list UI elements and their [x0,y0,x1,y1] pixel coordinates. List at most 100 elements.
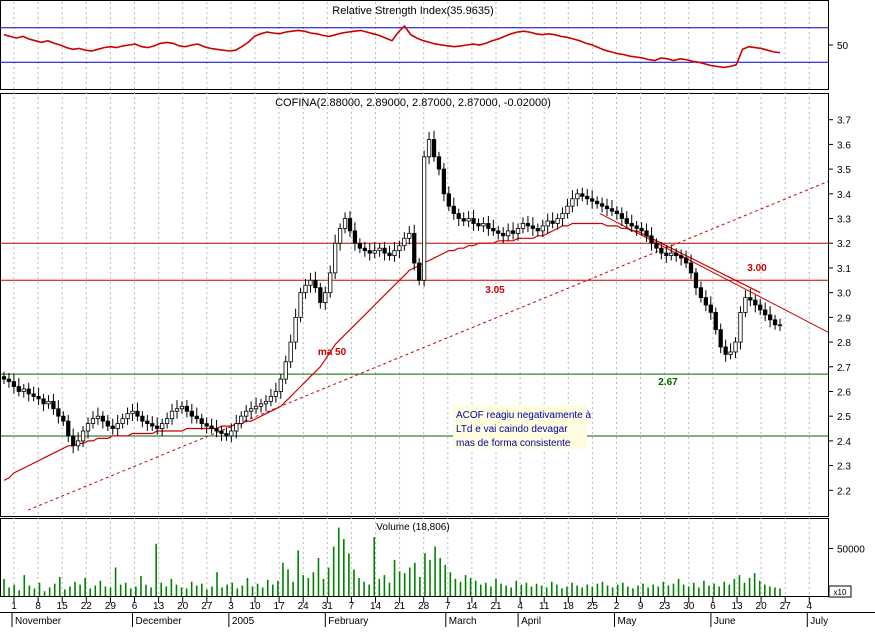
price-y-label: 2.3 [837,462,851,473]
volume-scale-note: x10 [834,588,847,597]
candle-body [184,405,190,412]
candle-body [758,304,763,311]
x-tick-label: 22 [81,601,93,612]
candle-body [56,408,61,417]
x-tick-label: 8 [35,601,41,612]
candle-body [1,376,7,380]
candle-body [604,205,610,210]
price-y-label: 2.8 [837,338,851,349]
candle-body [545,220,550,227]
annotation-line-2: LTd e vai caindo devagar [456,424,568,435]
candle-body [506,230,511,237]
x-tick-label: 1 [11,601,17,612]
month-label: February [328,616,368,627]
candle-body [446,193,451,207]
candle-body [288,341,293,363]
candle-body [234,423,239,432]
candle-body [392,250,397,256]
candle-body [585,195,590,200]
candle-body [367,250,372,254]
candle-body [120,418,125,424]
candle-body [491,228,496,232]
candle-body [486,223,491,229]
x-tick-label: 13 [731,601,743,612]
candle-body [639,228,644,232]
rsi-layer: 50 [1,24,849,69]
volume-layer: 50000 [3,527,865,596]
candle-body [555,218,560,224]
candle-body [590,198,595,202]
candle-body [728,351,733,355]
candle-body [723,346,728,355]
candle-body [249,408,254,412]
candle-body [174,408,180,412]
candle-body [105,420,110,427]
candle-body [609,208,615,212]
candle-body [66,420,71,437]
candle-body [130,410,135,415]
rising-trend-line [27,181,829,511]
candle-body [525,223,531,227]
candle-body [397,245,402,252]
candle-body [46,400,51,405]
rsi-title: Relative Strength Index(35.9635) [332,5,493,17]
candle-body [362,247,367,252]
x-tick-label: 9 [638,601,644,612]
candle-body [61,415,66,422]
rsi-line [3,24,781,69]
candle-body [777,324,783,327]
annotation-line-1: ACOF reagiu negativamente à [456,410,592,421]
candle-body [624,218,629,224]
x-tick-label: 27 [780,601,792,612]
month-label: June [714,616,736,627]
x-tick-label: 6 [710,601,716,612]
x-tick-label: 14 [370,601,382,612]
candle-body [743,297,748,313]
x-tick-label: 24 [298,601,310,612]
candle-body [644,230,649,237]
candle-body [580,193,585,197]
candle-body [619,213,624,219]
axis-layer: 1 8 15 22 29 6 13 20 27 3 10 17 24 31 7 14 21 28 7 14 21 4 11 1… [11,597,828,627]
candle-body [51,400,56,410]
candle-body [303,284,308,294]
level-305-label: 3.05 [485,285,505,296]
x-tick-label: 28 [418,601,430,612]
level-267-label: 2.67 [658,377,678,388]
resistance-300-label: 3.00 [747,263,767,274]
candle-body [421,156,427,281]
candle-body [347,218,353,232]
candle-body [713,312,718,331]
x-tick-label: 18 [563,601,575,612]
x-tick-label: 7 [349,601,355,612]
x-tick-label: 29 [105,601,117,612]
candle-body [135,410,140,417]
rsi-y-label: 50 [837,41,849,52]
candle-body [26,388,31,395]
candle-body [328,272,333,294]
volume-y-label: 50000 [837,545,865,556]
candle-body [594,200,600,205]
candle-body [659,247,664,254]
candle-body [565,205,570,214]
candle-body [41,398,46,405]
candle-body [150,423,155,427]
candle-body [634,225,639,229]
x-tick-label: 21 [394,601,406,612]
month-label: 2005 [232,616,255,627]
candle-body [520,223,526,229]
candle-body [753,299,758,306]
candle-body [708,304,713,313]
candle-body [239,415,244,424]
candle-body [313,279,318,289]
candle-body [471,218,476,224]
candle-body [95,415,101,420]
price-y-label: 2.6 [837,387,851,398]
x-tick-label: 17 [274,601,286,612]
candle-body [308,279,313,286]
annotation-box [453,405,587,449]
candle-body [738,312,743,343]
candle-body [140,415,145,422]
candle-body [733,341,738,353]
candle-body [560,213,565,219]
